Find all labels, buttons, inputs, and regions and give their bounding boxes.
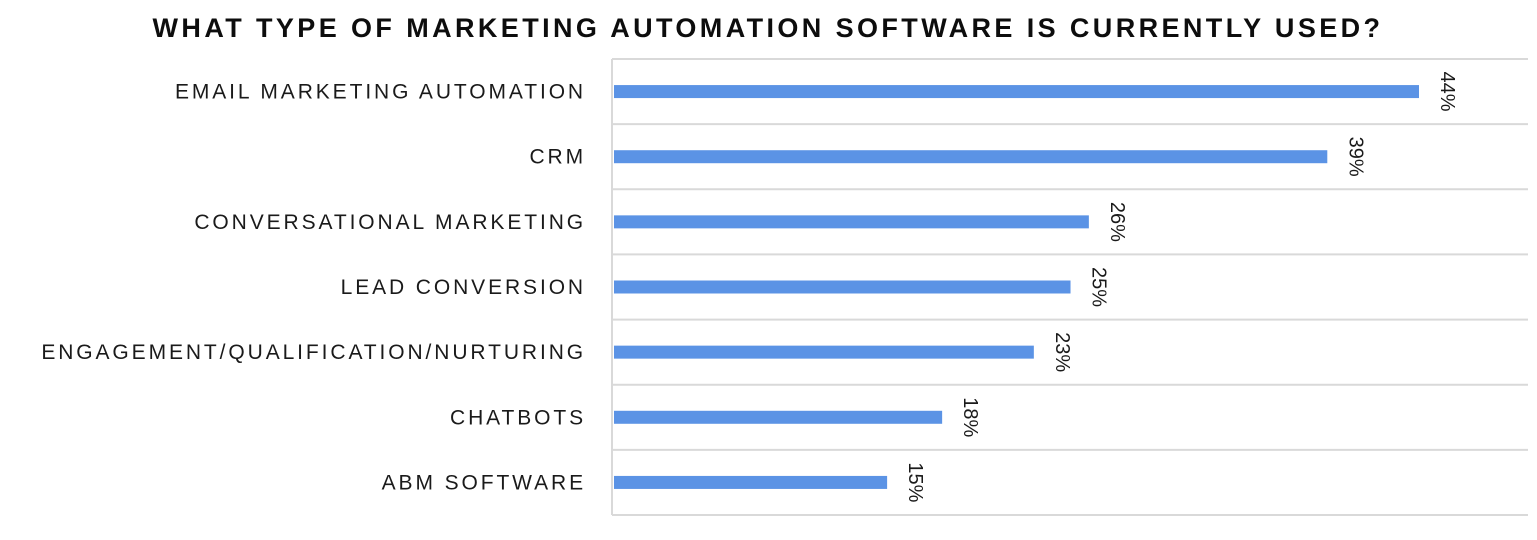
category-label: LEAD CONVERSION	[341, 276, 586, 299]
data-labels: 44% 39% 26% 25% 23% 18% 15%	[904, 72, 1458, 503]
data-label: 39%	[1344, 137, 1366, 177]
category-label: CONVERSATIONAL MARKETING	[194, 211, 586, 234]
bar	[614, 150, 1328, 164]
bar	[614, 280, 1071, 294]
bars	[614, 85, 1419, 489]
gridlines	[611, 58, 1528, 516]
data-label: 15%	[904, 462, 926, 502]
category-label: EMAIL MARKETING AUTOMATION	[175, 81, 586, 104]
bar	[614, 345, 1034, 359]
data-label: 25%	[1088, 267, 1110, 307]
category-label: ABM SOFTWARE	[382, 471, 586, 494]
bar	[614, 475, 888, 489]
chart-title: WHAT TYPE OF MARKETING AUTOMATION SOFTWA…	[153, 13, 1384, 43]
category-label: ENGAGEMENT/QUALIFICATION/NURTURING	[41, 341, 586, 364]
category-labels: EMAIL MARKETING AUTOMATION CRM CONVERSATIO…	[41, 81, 586, 495]
category-label: CHATBOTS	[450, 406, 586, 429]
data-label: 18%	[959, 397, 981, 437]
data-label: 26%	[1106, 202, 1128, 242]
bar	[614, 85, 1419, 99]
category-label: CRM	[529, 146, 586, 169]
bar	[614, 410, 943, 424]
data-label: 23%	[1051, 332, 1073, 372]
bar	[614, 215, 1089, 229]
data-label: 44%	[1436, 72, 1458, 112]
